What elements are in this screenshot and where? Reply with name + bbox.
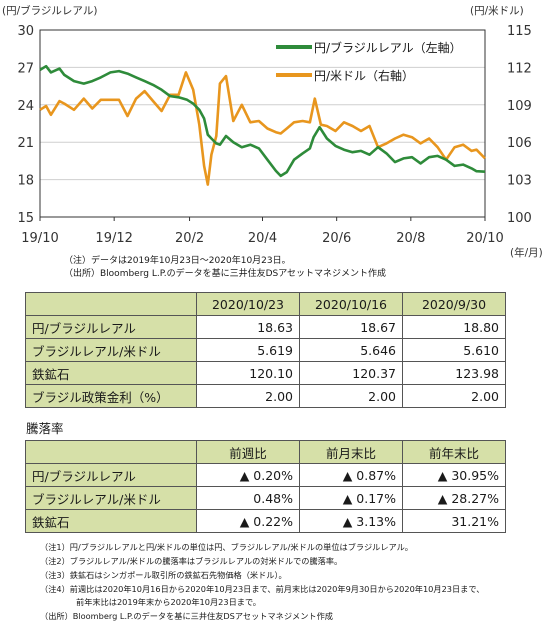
x-tick-label: 20/10 <box>466 231 503 246</box>
left-tick-label: 24 <box>17 99 34 114</box>
footnote-1: （注1）円/ブラジルレアルと円/米ドルの単位は円、ブラジルレアル/米ドルの単位は… <box>40 542 413 552</box>
footnote-4-continued: 前年末比は2019年末から2020年10月23日まで。 <box>76 597 261 607</box>
table-cell: ▲ 0.22% <box>196 509 300 533</box>
table-cell: ▲ 0.87% <box>299 463 403 487</box>
period-header: 前週比 <box>196 440 300 464</box>
table-row: 円/ブラジルレアル ▲ 0.20% ▲ 0.87% ▲ 30.95% <box>25 463 506 487</box>
date-header: 2020/10/23 <box>196 292 300 316</box>
row-label: ブラジルレアル/米ドル <box>25 338 197 362</box>
table-row: 鉄鉱石 ▲ 0.22% ▲ 3.13% 31.21% <box>25 509 506 533</box>
table-corner-cell <box>25 440 197 464</box>
table-cell: 5.646 <box>299 338 403 362</box>
left-tick-label: 18 <box>17 174 34 189</box>
right-tick-label: 103 <box>507 174 532 189</box>
x-tick-label: 19/10 <box>21 231 58 246</box>
right-axis-unit: (円/米ドル) <box>470 4 524 17</box>
chart-source: （出所）Bloomberg L.P.のデータを基に三井住友DSアセットマネジメン… <box>64 269 387 279</box>
period-header: 前年末比 <box>402 440 506 464</box>
left-tick-label: 27 <box>17 61 34 76</box>
right-tick-label: 112 <box>507 61 532 76</box>
table-cell: ▲ 0.17% <box>299 486 403 510</box>
x-tick-label: 20/4 <box>248 231 277 246</box>
table-header-row: 2020/10/23 2020/10/16 2020/9/30 <box>25 292 506 316</box>
row-label: 円/ブラジルレアル <box>25 315 197 339</box>
table-cell: ▲ 3.13% <box>299 509 403 533</box>
x-tick-label: 19/12 <box>95 231 132 246</box>
x-axis-unit: (年/月) <box>510 246 543 259</box>
table-corner-cell <box>25 292 197 316</box>
table-cell: 2.00 <box>299 384 403 408</box>
row-label: ブラジル政策金利（%） <box>25 384 197 408</box>
table-cell: ▲ 28.27% <box>402 486 506 510</box>
table-header-row: 前週比 前月末比 前年末比 <box>25 440 506 464</box>
table-cell: 18.67 <box>299 315 403 339</box>
table-cell: ▲ 0.20% <box>196 463 300 487</box>
row-label: 鉄鉱石 <box>25 509 197 533</box>
table-row: ブラジルレアル/米ドル 5.619 5.646 5.610 <box>25 338 506 362</box>
table-cell: 120.10 <box>196 361 300 385</box>
footnote-3: （注3）鉄鉱石はシンガポール取引所の鉄鉱石先物価格（米ドル）。 <box>40 570 287 580</box>
table-cell: 0.48% <box>196 486 300 510</box>
footnote-source: （出所）Bloomberg L.P.のデータを基に三井住友DSアセットマネジメン… <box>40 611 333 621</box>
legend-label-usd: 円/米ドル（右軸） <box>314 68 414 83</box>
fx-level-table: 2020/10/23 2020/10/16 2020/9/30 円/ブラジルレア… <box>25 292 506 408</box>
date-header: 2020/9/30 <box>402 292 506 316</box>
chart-legend: 円/ブラジルレアル（左軸） 円/米ドル（右軸） <box>276 40 462 83</box>
change-rate-label: 騰落率 <box>26 421 64 436</box>
table-cell: 123.98 <box>402 361 506 385</box>
chart-note: （注）データは2019年10月23日～2020年10月23日。 <box>64 256 291 266</box>
usd-jpy-line <box>39 71 486 186</box>
row-label: 円/ブラジルレアル <box>25 463 197 487</box>
right-tick-label: 106 <box>507 136 532 151</box>
change-rate-table: 前週比 前月末比 前年末比 円/ブラジルレアル ▲ 0.20% ▲ 0.87% … <box>25 440 506 533</box>
table-cell: 120.37 <box>299 361 403 385</box>
row-label: 鉄鉱石 <box>25 361 197 385</box>
legend-label-brl: 円/ブラジルレアル（左軸） <box>314 40 462 55</box>
left-tick-label: 15 <box>17 211 34 226</box>
table-cell: 18.63 <box>196 315 300 339</box>
right-tick-label: 109 <box>507 99 532 114</box>
chart-gridlines <box>40 66 485 181</box>
x-tick-label: 20/8 <box>396 231 425 246</box>
date-header: 2020/10/16 <box>299 292 403 316</box>
table-row: 鉄鉱石 120.10 120.37 123.98 <box>25 361 506 385</box>
chart-series <box>39 64 486 186</box>
table-cell: 31.21% <box>402 509 506 533</box>
table-cell: 5.619 <box>196 338 300 362</box>
footnote-2: （注2）ブラジルレアル/米ドルの騰落率はブラジルレアルの対米ドルでの騰落率。 <box>40 556 343 566</box>
left-tick-label: 30 <box>17 24 34 39</box>
table-cell: ▲ 30.95% <box>402 463 506 487</box>
chart-ticks: 30 115 27 112 24 109 21 106 18 103 15 100 19/10 19/12… <box>17 24 531 246</box>
table-cell: 2.00 <box>402 384 506 408</box>
right-tick-label: 100 <box>507 211 532 226</box>
table-cell: 5.610 <box>402 338 506 362</box>
row-label: ブラジルレアル/米ドル <box>25 486 197 510</box>
left-tick-label: 21 <box>17 136 34 151</box>
brl-jpy-line <box>39 64 486 178</box>
left-axis-unit: (円/ブラジルレアル) <box>2 4 97 17</box>
table-row: ブラジルレアル/米ドル 0.48% ▲ 0.17% ▲ 28.27% <box>25 486 506 510</box>
table-cell: 18.80 <box>402 315 506 339</box>
right-tick-label: 115 <box>507 24 532 39</box>
table-cell: 2.00 <box>196 384 300 408</box>
footnote-4: （注4）前週比は2020年10月16日から2020年10月23日まで、前月末比は… <box>40 584 485 594</box>
fx-line-chart: 30 115 27 112 24 109 21 106 18 103 15 100 19/10 19/12… <box>2 4 543 259</box>
table-row: ブラジル政策金利（%） 2.00 2.00 2.00 <box>25 384 506 408</box>
period-header: 前月末比 <box>299 440 403 464</box>
table-row: 円/ブラジルレアル 18.63 18.67 18.80 <box>25 315 506 339</box>
x-tick-label: 20/6 <box>322 231 351 246</box>
x-tick-label: 20/2 <box>175 231 204 246</box>
